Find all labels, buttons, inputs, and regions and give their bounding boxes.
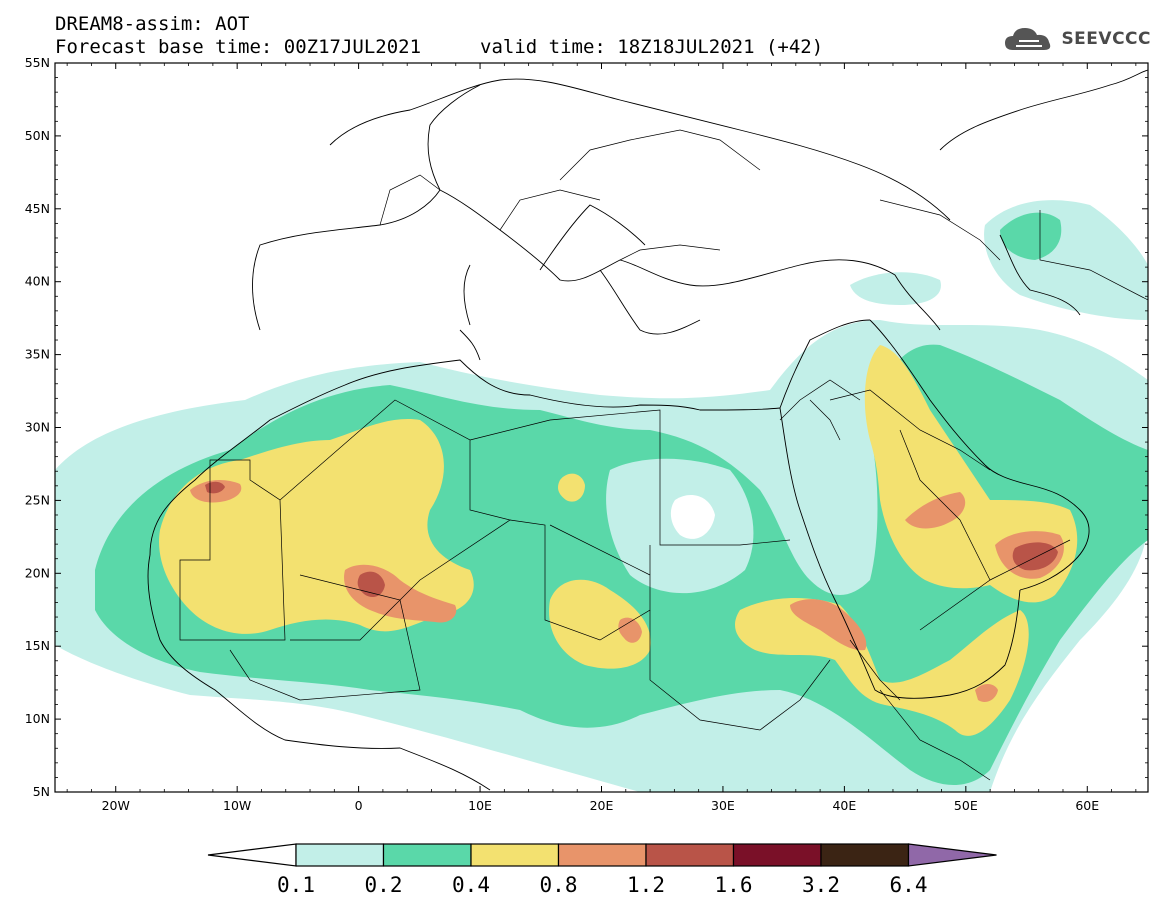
lat-label: 20N xyxy=(25,565,50,580)
colorbar-label: 3.2 xyxy=(802,873,840,897)
aot-level-0.8 xyxy=(905,492,966,529)
colorbar-label: 0.8 xyxy=(540,873,578,897)
colorbar-box xyxy=(732,843,822,867)
lon-label: 60E xyxy=(1075,798,1099,813)
aot-level-0.2 xyxy=(1000,212,1062,260)
lat-label: 40N xyxy=(25,274,50,289)
aot-level-0.4 xyxy=(549,579,651,669)
coastlines xyxy=(147,69,1148,791)
aot-level-0.8 xyxy=(618,617,642,643)
country-borders xyxy=(179,129,1148,781)
colorbar-label: 0.2 xyxy=(365,873,403,897)
lon-label: 20W xyxy=(102,798,130,813)
colorbar-label: 0.1 xyxy=(277,873,315,897)
lon-label: 20E xyxy=(590,798,614,813)
colorbar-box xyxy=(557,843,647,867)
lat-label: 15N xyxy=(25,638,50,653)
colorbar-box xyxy=(470,843,560,867)
colorbar-label: 0.4 xyxy=(452,873,490,897)
lon-label: 10E xyxy=(468,798,492,813)
lat-label: 25N xyxy=(25,492,50,507)
aot-level-0.8 xyxy=(790,599,867,651)
lon-label: 50E xyxy=(954,798,978,813)
logo-text: SEEVCCC xyxy=(1061,29,1151,49)
lat-label: 50N xyxy=(25,128,50,143)
colorbar-box xyxy=(645,843,735,867)
lon-label: 0 xyxy=(355,798,363,813)
map-title: DREAM8-assim: AOT xyxy=(55,13,250,35)
colorbar-box xyxy=(820,843,910,867)
lat-label: 30N xyxy=(25,420,50,435)
colorbar-under-triangle xyxy=(207,843,297,867)
aot-level-1.2 xyxy=(357,571,385,597)
lat-label: 5N xyxy=(33,784,50,799)
colorbar-box xyxy=(382,843,472,867)
forecast-base-time: Forecast base time: 00Z17JUL2021 xyxy=(55,36,422,58)
lat-label: 45N xyxy=(25,201,50,216)
cloud-icon xyxy=(1005,28,1051,50)
colorbar-box xyxy=(295,843,385,867)
aot-field xyxy=(55,200,1148,792)
lat-label: 35N xyxy=(25,347,50,362)
seevccc-logo: SEEVCCC xyxy=(1003,24,1151,54)
valid-time: valid time: 18Z18JUL2021 (+42) xyxy=(480,36,824,58)
lat-label: 10N xyxy=(25,711,50,726)
aot-level-below xyxy=(670,495,715,539)
axis-labels: 55N 50N 45N 40N 35N 30N 25N 20N 15N 10N 5N 20W 10W 0 1… xyxy=(25,55,1100,813)
colorbar-label: 1.2 xyxy=(627,873,665,897)
lon-label: 10W xyxy=(223,798,251,813)
colorbar-over-triangle xyxy=(907,843,997,867)
axis-ticks xyxy=(55,62,1148,793)
colorbar-labels: 0.1 0.2 0.4 0.8 1.2 1.6 3.2 6.4 xyxy=(277,873,927,897)
aot-level-0.1 xyxy=(850,272,941,305)
aot-level-0.4 xyxy=(558,473,585,502)
aot-level-0.8 xyxy=(975,684,998,702)
colorbar xyxy=(207,843,997,867)
lon-label: 30E xyxy=(711,798,735,813)
lat-label: 55N xyxy=(25,55,50,70)
lon-label: 40E xyxy=(832,798,856,813)
colorbar-label: 1.6 xyxy=(715,873,753,897)
colorbar-label: 6.4 xyxy=(890,873,928,897)
aot-level-0.4 xyxy=(735,598,1029,736)
